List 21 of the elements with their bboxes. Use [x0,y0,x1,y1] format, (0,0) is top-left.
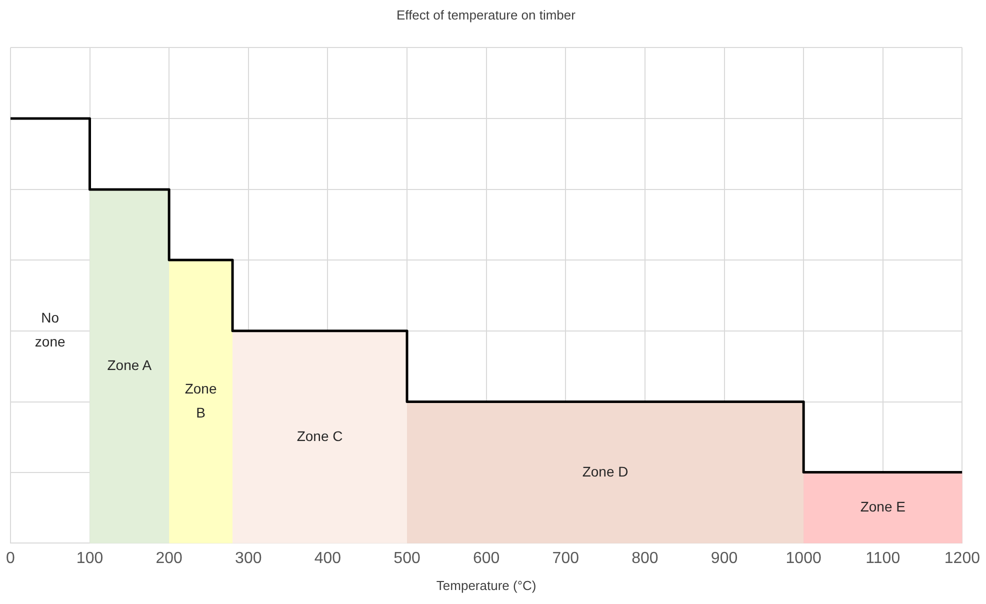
x-tick-label: 900 [710,550,738,568]
band-label: Zone E [860,498,906,515]
annotation: No zone [34,310,66,350]
chart-title: Effect of temperature on timber [396,7,576,22]
x-tick-label: 1100 [866,550,900,568]
x-tick-label: 400 [314,550,342,568]
band-label: Zone C [296,428,343,444]
x-tick-label: 600 [472,550,500,568]
band-label: Zone B [184,380,217,420]
x-tick-label: 1000 [786,550,822,568]
x-tick-label: 500 [394,550,420,568]
x-tick-label: 300 [235,550,262,568]
band-label: Zone A [107,357,152,374]
x-tick-label: 700 [552,550,580,568]
x-tick-label: 800 [632,550,658,568]
x-axis-title: Temperature (°C) [436,578,536,593]
band-label: Zone D [582,463,628,480]
x-tick-label: 0 [6,550,15,568]
x-tick-label: 100 [76,550,104,568]
x-tick-label: 1200 [944,550,980,568]
x-tick-label: 200 [156,550,183,568]
